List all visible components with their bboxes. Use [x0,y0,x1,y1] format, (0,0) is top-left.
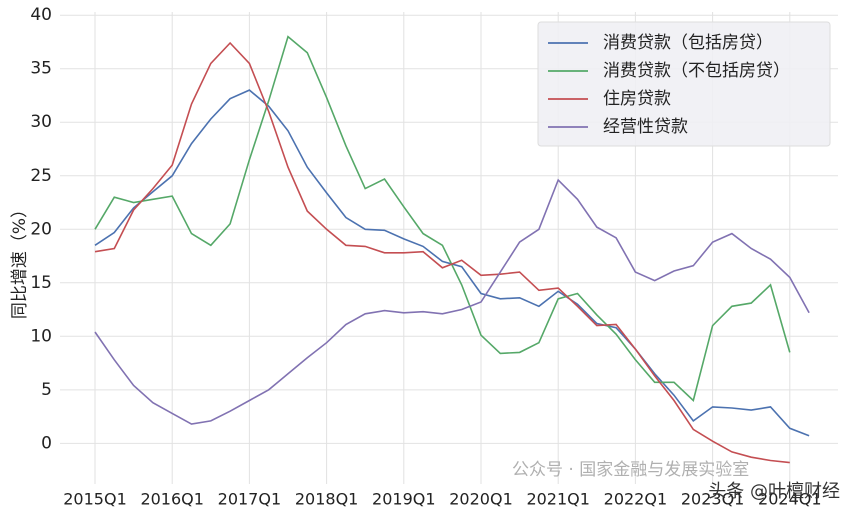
legend-box [537,21,831,147]
x-tick-label: 2018Q1 [295,490,359,509]
x-tick-label: 2024Q1 [758,490,822,509]
x-tick-label: 2021Q1 [526,490,590,509]
x-tick-label: 2019Q1 [372,490,436,509]
data-line [94,41,790,464]
x-tick-label: 2016Q1 [140,490,204,509]
legend-label: 住房贷款 [603,89,671,109]
y-tick-label: 0 [41,433,52,453]
x-tick-label: 2015Q1 [63,490,127,509]
y-tick-label: 40 [30,5,52,25]
y-tick-label: 5 [41,380,52,400]
legend-label: 经营性贷款 [603,117,688,137]
watermark: 公众号 · 国家金融与发展实验室 [512,460,749,480]
legend-label: 消费贷款（包括房贷） [603,33,773,53]
y-tick-label: 30 [30,112,52,132]
x-tick-label: 2017Q1 [218,490,282,509]
x-tick-label: 2022Q1 [604,490,668,509]
x-tick-label: 2023Q1 [681,490,745,509]
y-tick-label: 20 [30,219,52,239]
y-tick-label: 25 [30,166,52,186]
watermark: 头条 @叶檀财经 [708,481,840,502]
data-line [94,178,810,425]
y-tick-label: 10 [30,326,52,346]
y-tick-label: 35 [30,59,52,79]
y-axis-label: 同比增速（%） [10,201,30,319]
x-tick-label: 2020Q1 [449,490,513,509]
data-line [94,35,791,403]
y-tick-label: 15 [30,273,52,293]
legend-label: 消费贷款（不包括房贷） [603,61,790,81]
